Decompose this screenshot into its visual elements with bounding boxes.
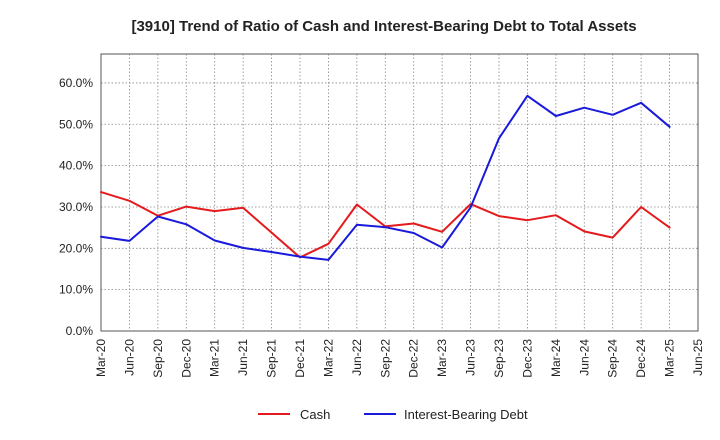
series-point-0 xyxy=(555,214,557,216)
y-tick-label: 40.0% xyxy=(59,159,93,173)
series-point-1 xyxy=(214,239,216,241)
series-point-1 xyxy=(299,255,301,257)
series-line-1 xyxy=(100,94,671,261)
y-tick-label: 0.0% xyxy=(66,324,94,338)
series-point-0 xyxy=(242,207,244,209)
x-tick-label: Sep-22 xyxy=(378,339,392,378)
x-tick-label: Jun-20 xyxy=(122,339,136,376)
series-point-1 xyxy=(668,126,670,128)
series-point-1 xyxy=(100,236,102,238)
series-point-1 xyxy=(384,226,386,228)
series-point-1 xyxy=(498,137,500,139)
x-tick-label: Jun-24 xyxy=(577,339,591,376)
series-point-0 xyxy=(441,231,443,233)
y-tick-label: 10.0% xyxy=(59,283,93,297)
series-point-0 xyxy=(526,219,528,221)
x-tick-label: Mar-25 xyxy=(663,339,677,377)
series-group xyxy=(100,94,671,261)
x-tick-label: Sep-23 xyxy=(492,339,506,378)
x-tick-label: Sep-24 xyxy=(606,339,620,378)
series-point-0 xyxy=(327,243,329,245)
series-point-1 xyxy=(441,246,443,248)
series-point-1 xyxy=(640,102,642,104)
series-point-0 xyxy=(356,203,358,205)
y-tick-label: 50.0% xyxy=(59,117,93,131)
series-point-1 xyxy=(526,95,528,97)
x-tick-label: Dec-23 xyxy=(520,339,534,378)
series-point-1 xyxy=(612,114,614,116)
series-point-0 xyxy=(214,210,216,212)
chart-title: [3910] Trend of Ratio of Cash and Intere… xyxy=(131,18,636,35)
x-tick-label: Jun-21 xyxy=(236,339,250,376)
x-tick-label: Jun-22 xyxy=(350,339,364,376)
series-point-0 xyxy=(612,236,614,238)
x-tick-label: Dec-24 xyxy=(634,339,648,378)
x-tick-label: Dec-20 xyxy=(179,339,193,378)
x-tick-label: Sep-20 xyxy=(151,339,165,378)
x-tick-label: Mar-22 xyxy=(321,339,335,377)
y-axis: 0.0% 10.0% 20.0% 30.0% 40.0% 50.0% 60.0% xyxy=(59,76,93,338)
series-point-1 xyxy=(413,232,415,234)
series-point-1 xyxy=(469,206,471,208)
series-point-1 xyxy=(327,259,329,261)
y-tick-label: 30.0% xyxy=(59,200,93,214)
legend: Cash Interest-Bearing Debt xyxy=(258,407,528,422)
series-point-1 xyxy=(270,251,272,253)
x-tick-label: Jun-25 xyxy=(691,339,705,376)
series-point-1 xyxy=(185,223,187,225)
series-point-0 xyxy=(668,226,670,228)
y-tick-label: 60.0% xyxy=(59,76,93,90)
series-point-0 xyxy=(583,230,585,232)
series-point-1 xyxy=(583,107,585,109)
series-point-0 xyxy=(640,206,642,208)
x-tick-label: Jun-23 xyxy=(464,339,478,376)
series-point-0 xyxy=(413,222,415,224)
series-point-0 xyxy=(128,200,130,202)
x-tick-label: Mar-24 xyxy=(549,339,563,377)
series-point-1 xyxy=(157,215,159,217)
series-point-1 xyxy=(356,224,358,226)
series-point-0 xyxy=(498,215,500,217)
x-tick-label: Mar-23 xyxy=(435,339,449,377)
x-tick-label: Sep-21 xyxy=(265,339,279,378)
series-point-0 xyxy=(185,205,187,207)
y-tick-label: 20.0% xyxy=(59,241,93,255)
x-tick-label: Mar-21 xyxy=(208,339,222,377)
series-point-0 xyxy=(270,231,272,233)
legend-label-1: Interest-Bearing Debt xyxy=(404,407,528,422)
x-axis: Mar-20 Jun-20 Sep-20 Dec-20 Mar-21 Jun-21 Sep-… xyxy=(94,339,705,378)
x-tick-label: Mar-20 xyxy=(94,339,108,377)
series-point-1 xyxy=(128,240,130,242)
x-tick-label: Dec-21 xyxy=(293,339,307,378)
series-point-1 xyxy=(555,115,557,117)
x-tick-label: Dec-22 xyxy=(407,339,421,378)
series-point-0 xyxy=(100,191,102,193)
legend-label-0: Cash xyxy=(300,407,330,422)
grid xyxy=(100,54,699,332)
series-point-1 xyxy=(242,247,244,249)
